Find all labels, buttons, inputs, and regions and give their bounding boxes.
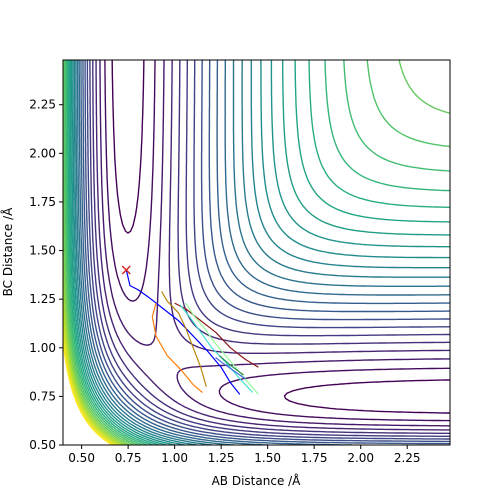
contour-line [68,60,450,445]
trajectory-line [161,291,207,387]
contour-line [72,60,450,445]
contour-line [75,60,450,445]
contour-line [63,330,116,445]
x-axis-ticks: 0.50 0.75 1.00 1.25 1.50 1.75 2.00 2.25 [68,445,421,465]
contour-line [69,60,450,445]
contour-line [63,283,125,445]
contour-line [104,60,450,422]
x-tick-label: 0.75 [115,451,142,465]
contour-line [89,60,450,437]
x-tick-label: 1.50 [254,451,281,465]
x-tick-label: 1.75 [301,451,328,465]
contour-line [111,60,450,414]
contour-lines [63,60,450,445]
contour-line [73,60,450,445]
trajectory-lines [125,269,259,395]
trajectory-line [151,302,203,393]
contour-line [67,60,450,445]
x-axis-label: AB Distance /Å [212,473,302,488]
contour-line [63,60,450,445]
contour-line [86,60,450,440]
trajectory-line [125,269,241,395]
trajectory-line [174,302,259,368]
y-tick-label: 2.25 [29,98,56,112]
y-tick-label: 0.75 [29,389,56,403]
x-tick-label: 0.50 [68,451,95,465]
y-tick-label: 1.25 [29,292,56,306]
contour-line [99,60,450,427]
contour-line [66,60,450,445]
trajectory-line [218,355,244,376]
x-tick-label: 1.25 [208,451,235,465]
contour-line [76,60,450,445]
y-axis-label: BC Distance /Å [0,207,15,297]
contour-line [63,303,121,445]
y-tick-label: 1.50 [29,244,56,258]
contour-line [64,60,450,445]
contour-line [63,339,113,445]
plot-frame [62,59,451,446]
start-marker [121,265,131,275]
y-tick-label: 2.00 [29,146,56,160]
x-tick-label: 2.00 [347,451,374,465]
contour-line [84,60,450,443]
contour-line [95,60,450,431]
contour-line [78,60,450,445]
contour-line [63,318,119,445]
trajectory-line [179,304,254,393]
x-tick-label: 1.00 [161,451,188,465]
y-tick-label: 1.00 [29,341,56,355]
contour-line [70,60,450,445]
x-tick-label: 2.25 [394,451,421,465]
contour-line [63,252,128,445]
trajectory-line [215,357,246,380]
contour-line [82,60,450,445]
contour-line [80,60,450,445]
y-tick-label: 0.50 [29,438,56,452]
y-axis-ticks: 0.50 0.75 1.00 1.25 1.50 1.75 2.00 2.25 [29,98,63,452]
start-marker-group [121,265,131,275]
y-tick-label: 1.75 [29,195,56,209]
